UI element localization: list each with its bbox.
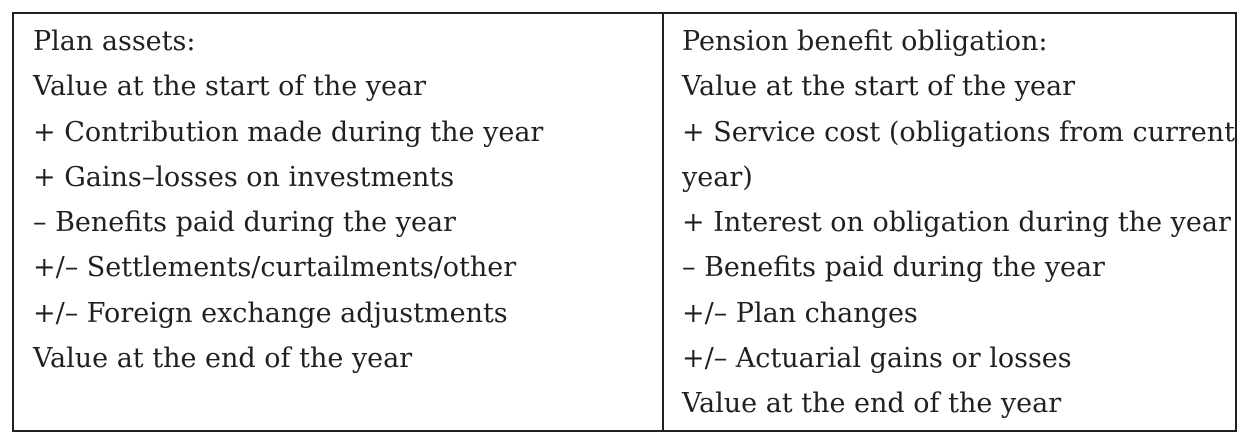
pension-obligation-line: + Interest on obligation during the year: [682, 207, 1231, 239]
pension-obligation-column: Pension benefit obligation: Value at the…: [664, 14, 1235, 430]
pension-obligation-line: +/– Plan changes: [682, 297, 918, 329]
plan-assets-line: Value at the end of the year: [33, 343, 413, 375]
pension-obligation-line: year): [682, 161, 753, 193]
pension-obligation-line: Value at the start of the year: [682, 71, 1076, 103]
plan-assets-line: +/– Settlements/curtailments/other: [33, 252, 517, 284]
plan-assets-heading: Plan assets:: [33, 26, 196, 57]
plan-assets-line: – Benefits paid during the year: [33, 207, 456, 239]
plan-assets-column: Plan assets: Value at the start of the y…: [14, 14, 664, 430]
plan-assets-line: + Contribution made during the year: [33, 116, 544, 148]
pension-obligation-line: Value at the end of the year: [682, 388, 1062, 420]
plan-assets-line: +/– Foreign exchange adjustments: [33, 297, 508, 329]
pension-obligation-heading: Pension benefit obligation:: [682, 26, 1048, 57]
pension-obligation-line: – Benefits paid during the year: [682, 252, 1105, 284]
pension-obligation-line: +/– Actuarial gains or losses: [682, 343, 1072, 375]
plan-assets-line: Value at the start of the year: [33, 71, 427, 103]
pension-obligation-line: + Service cost (obligations from current: [682, 116, 1235, 148]
plan-assets-line: + Gains–losses on investments: [33, 161, 455, 193]
pension-table: Plan assets: Value at the start of the y…: [12, 12, 1237, 432]
